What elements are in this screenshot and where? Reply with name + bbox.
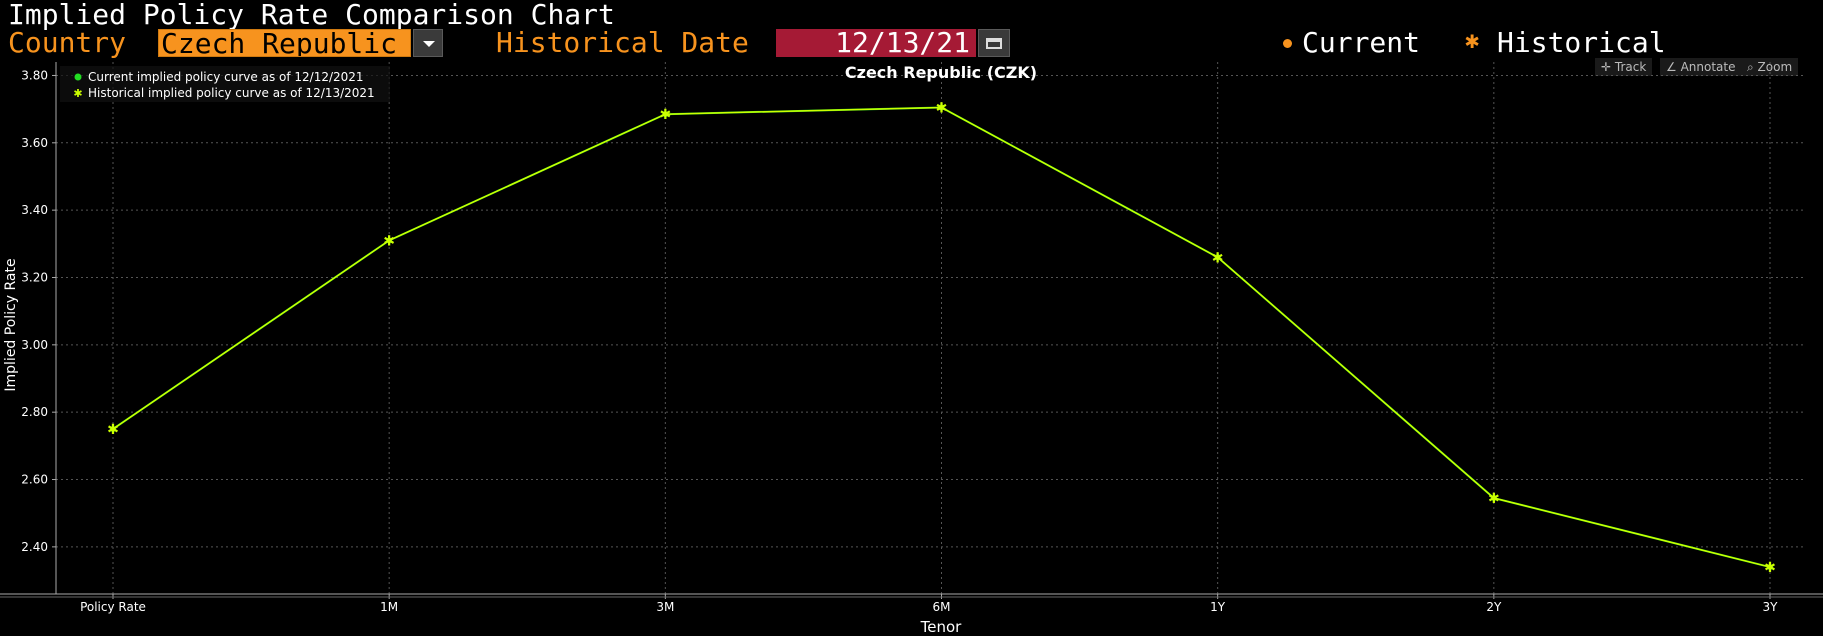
legend-historical-label: Historical [1497,26,1666,59]
chart-legend: Current implied policy curve as of 12/12… [60,66,390,102]
x-tick-label: 1M [380,600,398,614]
x-axis-label: Tenor [920,618,963,636]
current-legend-dot-icon [1283,39,1292,48]
controls-bar: Country Czech Republic Historical Date 1… [0,26,1823,59]
legend-current-text: Current implied policy curve as of 12/12… [88,70,364,84]
historical-date-label: Historical Date [496,26,749,59]
historical-point: ✱ [1212,250,1224,266]
historical-point: ✱ [1488,491,1500,507]
y-axis-label: Implied Policy Rate [3,258,19,391]
y-tick-label: 2.60 [21,473,48,487]
country-select[interactable]: Czech Republic [158,29,411,57]
y-tick-label: 3.80 [21,68,48,82]
y-tick-label: 2.40 [21,540,48,554]
x-tick-label: 2Y [1486,600,1502,614]
x-tick-label: 3Y [1763,600,1779,614]
page-title: Implied Policy Rate Comparison Chart [8,0,615,31]
track-button[interactable]: ✛ Track [1595,58,1653,76]
historical-point: ✱ [383,233,395,249]
historical-legend-star-icon: ✱ [1465,26,1480,54]
annotate-button[interactable]: ∠ Annotate [1660,58,1742,76]
x-tick-label: 1Y [1210,600,1226,614]
historical-point: ✱ [936,100,948,116]
y-tick-label: 3.00 [21,338,48,352]
chart-title: Czech Republic (CZK) [845,63,1037,82]
legend-current-dot-icon [74,73,82,81]
x-tick-label: 3M [656,600,674,614]
historical-point: ✱ [1764,560,1776,576]
country-label: Country [8,26,127,59]
y-tick-label: 3.40 [21,203,48,217]
y-tick-label: 3.20 [21,270,48,284]
legend-background [60,66,390,102]
y-tick-label: 3.60 [21,136,48,150]
x-tick-label: Policy Rate [80,600,146,614]
chevron-down-icon[interactable] [413,29,443,57]
calendar-icon[interactable] [978,29,1010,57]
legend-historical-star-icon: ✱ [73,87,82,100]
legend-current-label: Current [1302,26,1421,59]
x-tick-label: 6M [933,600,951,614]
historical-date-input[interactable]: 12/13/21 [776,29,976,57]
legend-historical-text: Historical implied policy curve as of 12… [88,86,375,100]
y-tick-label: 2.80 [21,405,48,419]
historical-point: ✱ [659,107,671,123]
series-line-2 [112,106,1771,568]
historical-point: ✱ [107,422,119,438]
